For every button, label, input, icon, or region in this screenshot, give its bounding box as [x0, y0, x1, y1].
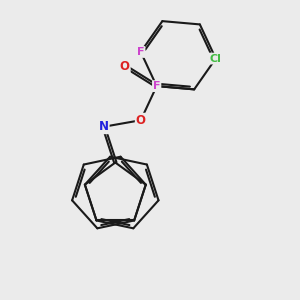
Text: F: F: [153, 81, 160, 91]
Text: Cl: Cl: [210, 53, 222, 64]
Text: O: O: [120, 60, 130, 73]
Text: O: O: [136, 114, 146, 127]
Text: N: N: [99, 120, 109, 133]
Text: F: F: [137, 47, 145, 57]
